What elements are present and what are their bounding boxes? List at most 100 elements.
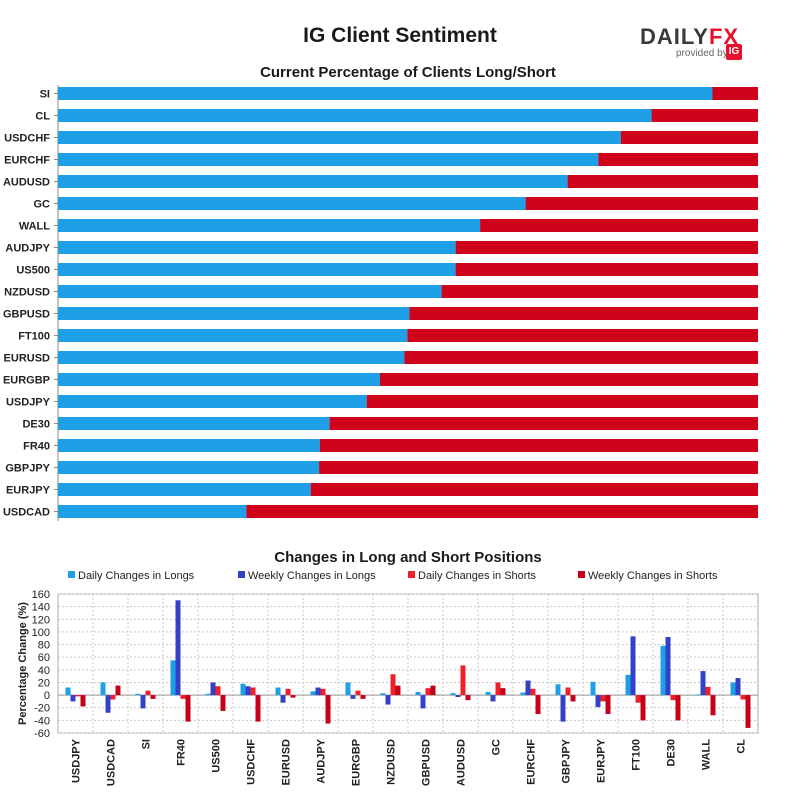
y-tick-label: -60 [34,728,50,740]
category-label: USDCHF [4,133,50,145]
change-bar [350,695,356,699]
long-bar [58,219,481,232]
long-bar [58,87,713,100]
change-bar [75,695,81,697]
short-bar [525,197,758,210]
short-bar [480,219,758,232]
change-bar [490,695,496,702]
change-bar [110,695,116,700]
x-tick-label: NZDUSD [386,739,398,785]
category-label: FT100 [18,331,50,343]
x-tick-label: USDJPY [71,738,83,783]
short-bar [310,483,758,496]
x-tick-label: EURGBP [351,739,363,786]
change-bar [290,695,296,698]
category-label: EURCHF [4,155,50,167]
x-tick-label: FR40 [176,739,188,766]
change-bar [245,686,251,696]
change-bar [115,685,121,696]
change-bar [175,600,181,696]
long-bar [58,175,568,188]
short-bar [319,461,758,474]
x-tick-label: USDCHF [246,739,258,785]
change-bar [320,688,326,696]
change-bar [570,695,576,702]
category-label: SI [40,89,50,101]
changes-chart: Changes in Long and Short Positions Daily… [17,549,759,786]
change-bar [530,688,536,696]
legend-label: Weekly Changes in Shorts [588,570,718,582]
x-tick-label: FT100 [631,739,643,771]
change-bar [210,682,216,696]
change-bar [280,695,286,703]
change-bar [105,695,111,713]
short-bar [455,263,758,276]
change-bar [590,681,596,696]
change-bar [325,695,331,724]
long-bar [58,505,247,518]
change-bar [635,695,641,703]
short-bar [366,395,758,408]
x-tick-label: GBPJPY [561,738,573,783]
change-bar [355,690,361,696]
short-bar [712,87,758,100]
change-bar [170,660,176,696]
change-bar [640,695,646,721]
long-bar [58,483,311,496]
change-bar [465,695,471,701]
change-bar [135,693,141,696]
change-bar [525,680,531,696]
y-tick-label: 120 [32,614,50,626]
category-label: USDJPY [6,397,51,409]
dailyfx-logo: DAILYFX provided by IG [636,24,748,64]
legend-label: Daily Changes in Longs [78,570,195,582]
change-bar [180,695,186,699]
logo-wordmark: DAILYFX [640,24,740,49]
change-bar [240,683,246,696]
change-bar [380,693,386,696]
x-tick-label: WALL [701,739,713,770]
short-bar [329,417,758,430]
long-bar [58,263,456,276]
change-bar [385,695,391,705]
change-bar [390,674,396,696]
long-bar [58,373,380,386]
category-label: AUDJPY [5,243,50,255]
y-tick-label: -20 [34,703,50,715]
change-bar [80,695,86,707]
category-label: EURUSD [4,353,51,365]
y-tick-label: 80 [38,640,50,652]
long-bar [58,417,330,430]
change-bar [730,682,736,696]
category-label: US500 [16,265,50,277]
change-bar [600,695,606,702]
short-bar [380,373,758,386]
legend-swatch [408,571,415,578]
x-tick-label: AUDJPY [316,738,328,783]
short-bar [407,329,758,342]
ig-logo-icon: IG [726,44,742,60]
legend-label: Daily Changes in Shorts [418,570,537,582]
category-label: GBPJPY [5,463,50,475]
x-tick-label: GBPUSD [421,739,433,786]
short-bar [455,241,758,254]
change-bar [740,695,746,700]
change-bar [565,687,571,696]
long-bar [58,131,621,144]
short-bar [441,285,758,298]
change-bar [430,685,436,696]
category-label: USDCAD [3,507,50,519]
change-bar [520,692,526,696]
chart-title: Current Percentage of Clients Long/Short [260,64,556,81]
x-tick-label: DE30 [666,739,678,767]
long-bar [58,307,410,320]
y-axis-label: Percentage Change (%) [17,602,29,725]
long-bar [58,439,320,452]
sentiment-chart: Current Percentage of Clients Long/Short… [3,64,759,521]
y-tick-label: 60 [38,652,50,664]
category-label: EURGBP [3,375,50,387]
change-bar [145,690,151,696]
long-bar [58,329,408,342]
legend-swatch [238,571,245,578]
change-bar [310,691,316,696]
